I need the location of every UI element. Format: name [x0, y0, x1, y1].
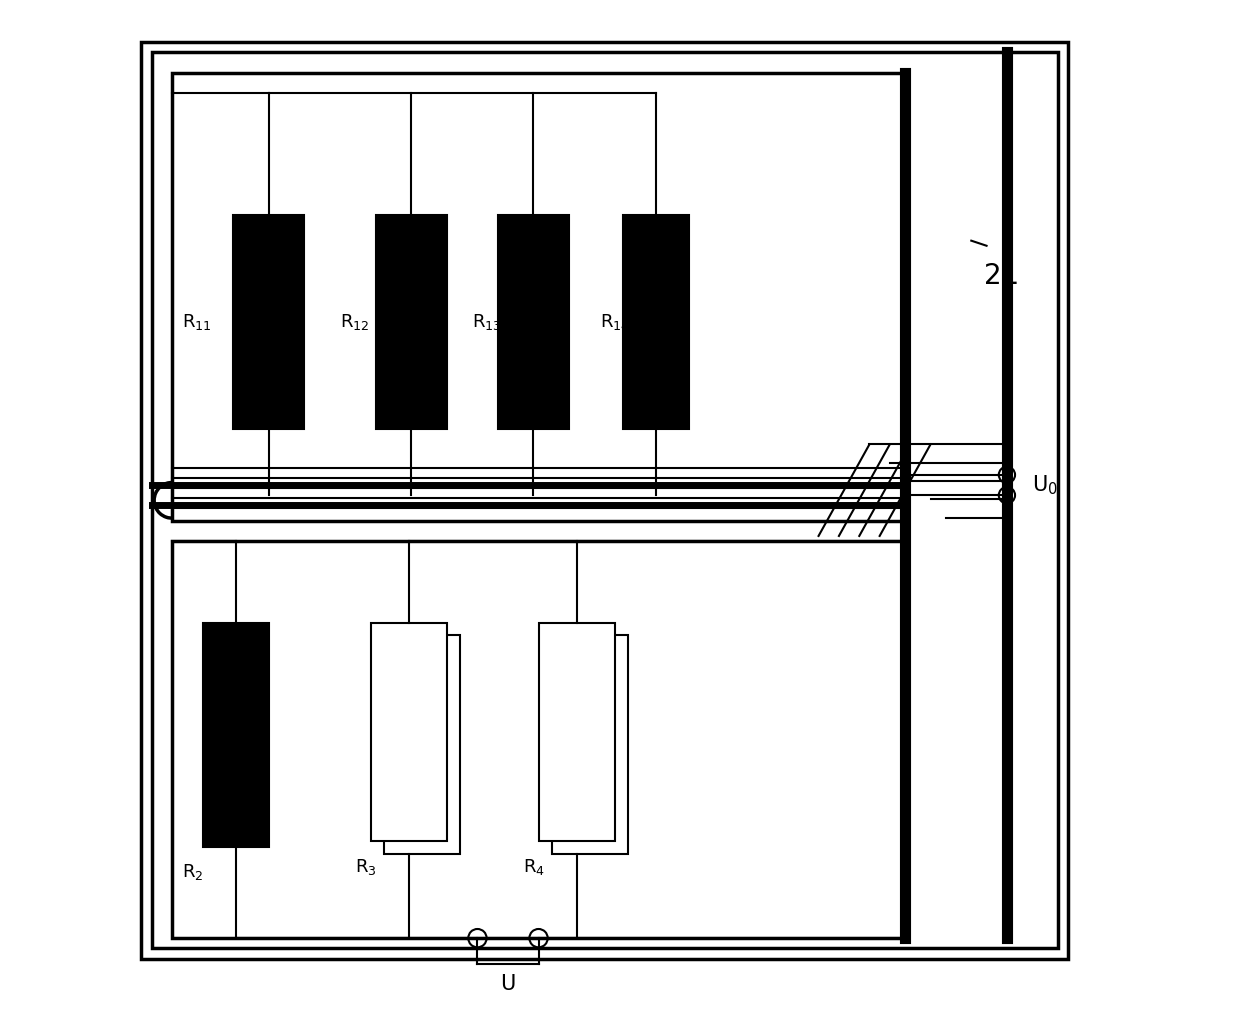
- Bar: [497, 215, 569, 429]
- Text: R$_4$: R$_4$: [523, 857, 546, 877]
- Text: R$_2$: R$_2$: [182, 862, 203, 882]
- Bar: [622, 215, 688, 429]
- Text: R$_{11}$: R$_{11}$: [182, 312, 212, 332]
- Bar: [376, 215, 446, 429]
- Bar: [151, 52, 1058, 949]
- Bar: [202, 623, 269, 846]
- Text: R$_{12}$: R$_{12}$: [340, 312, 370, 332]
- Text: R$_3$: R$_3$: [356, 857, 377, 877]
- Text: U$_0$: U$_0$: [1033, 474, 1058, 497]
- Text: 21: 21: [985, 262, 1019, 290]
- Text: R$_{14}$: R$_{14}$: [600, 312, 630, 332]
- Bar: [172, 541, 905, 938]
- Bar: [538, 623, 615, 841]
- Bar: [383, 635, 460, 854]
- Bar: [371, 623, 446, 841]
- Text: R$_{13}$: R$_{13}$: [472, 312, 502, 332]
- Bar: [172, 72, 905, 521]
- Bar: [552, 635, 629, 854]
- Text: U: U: [500, 974, 516, 994]
- Bar: [233, 215, 304, 429]
